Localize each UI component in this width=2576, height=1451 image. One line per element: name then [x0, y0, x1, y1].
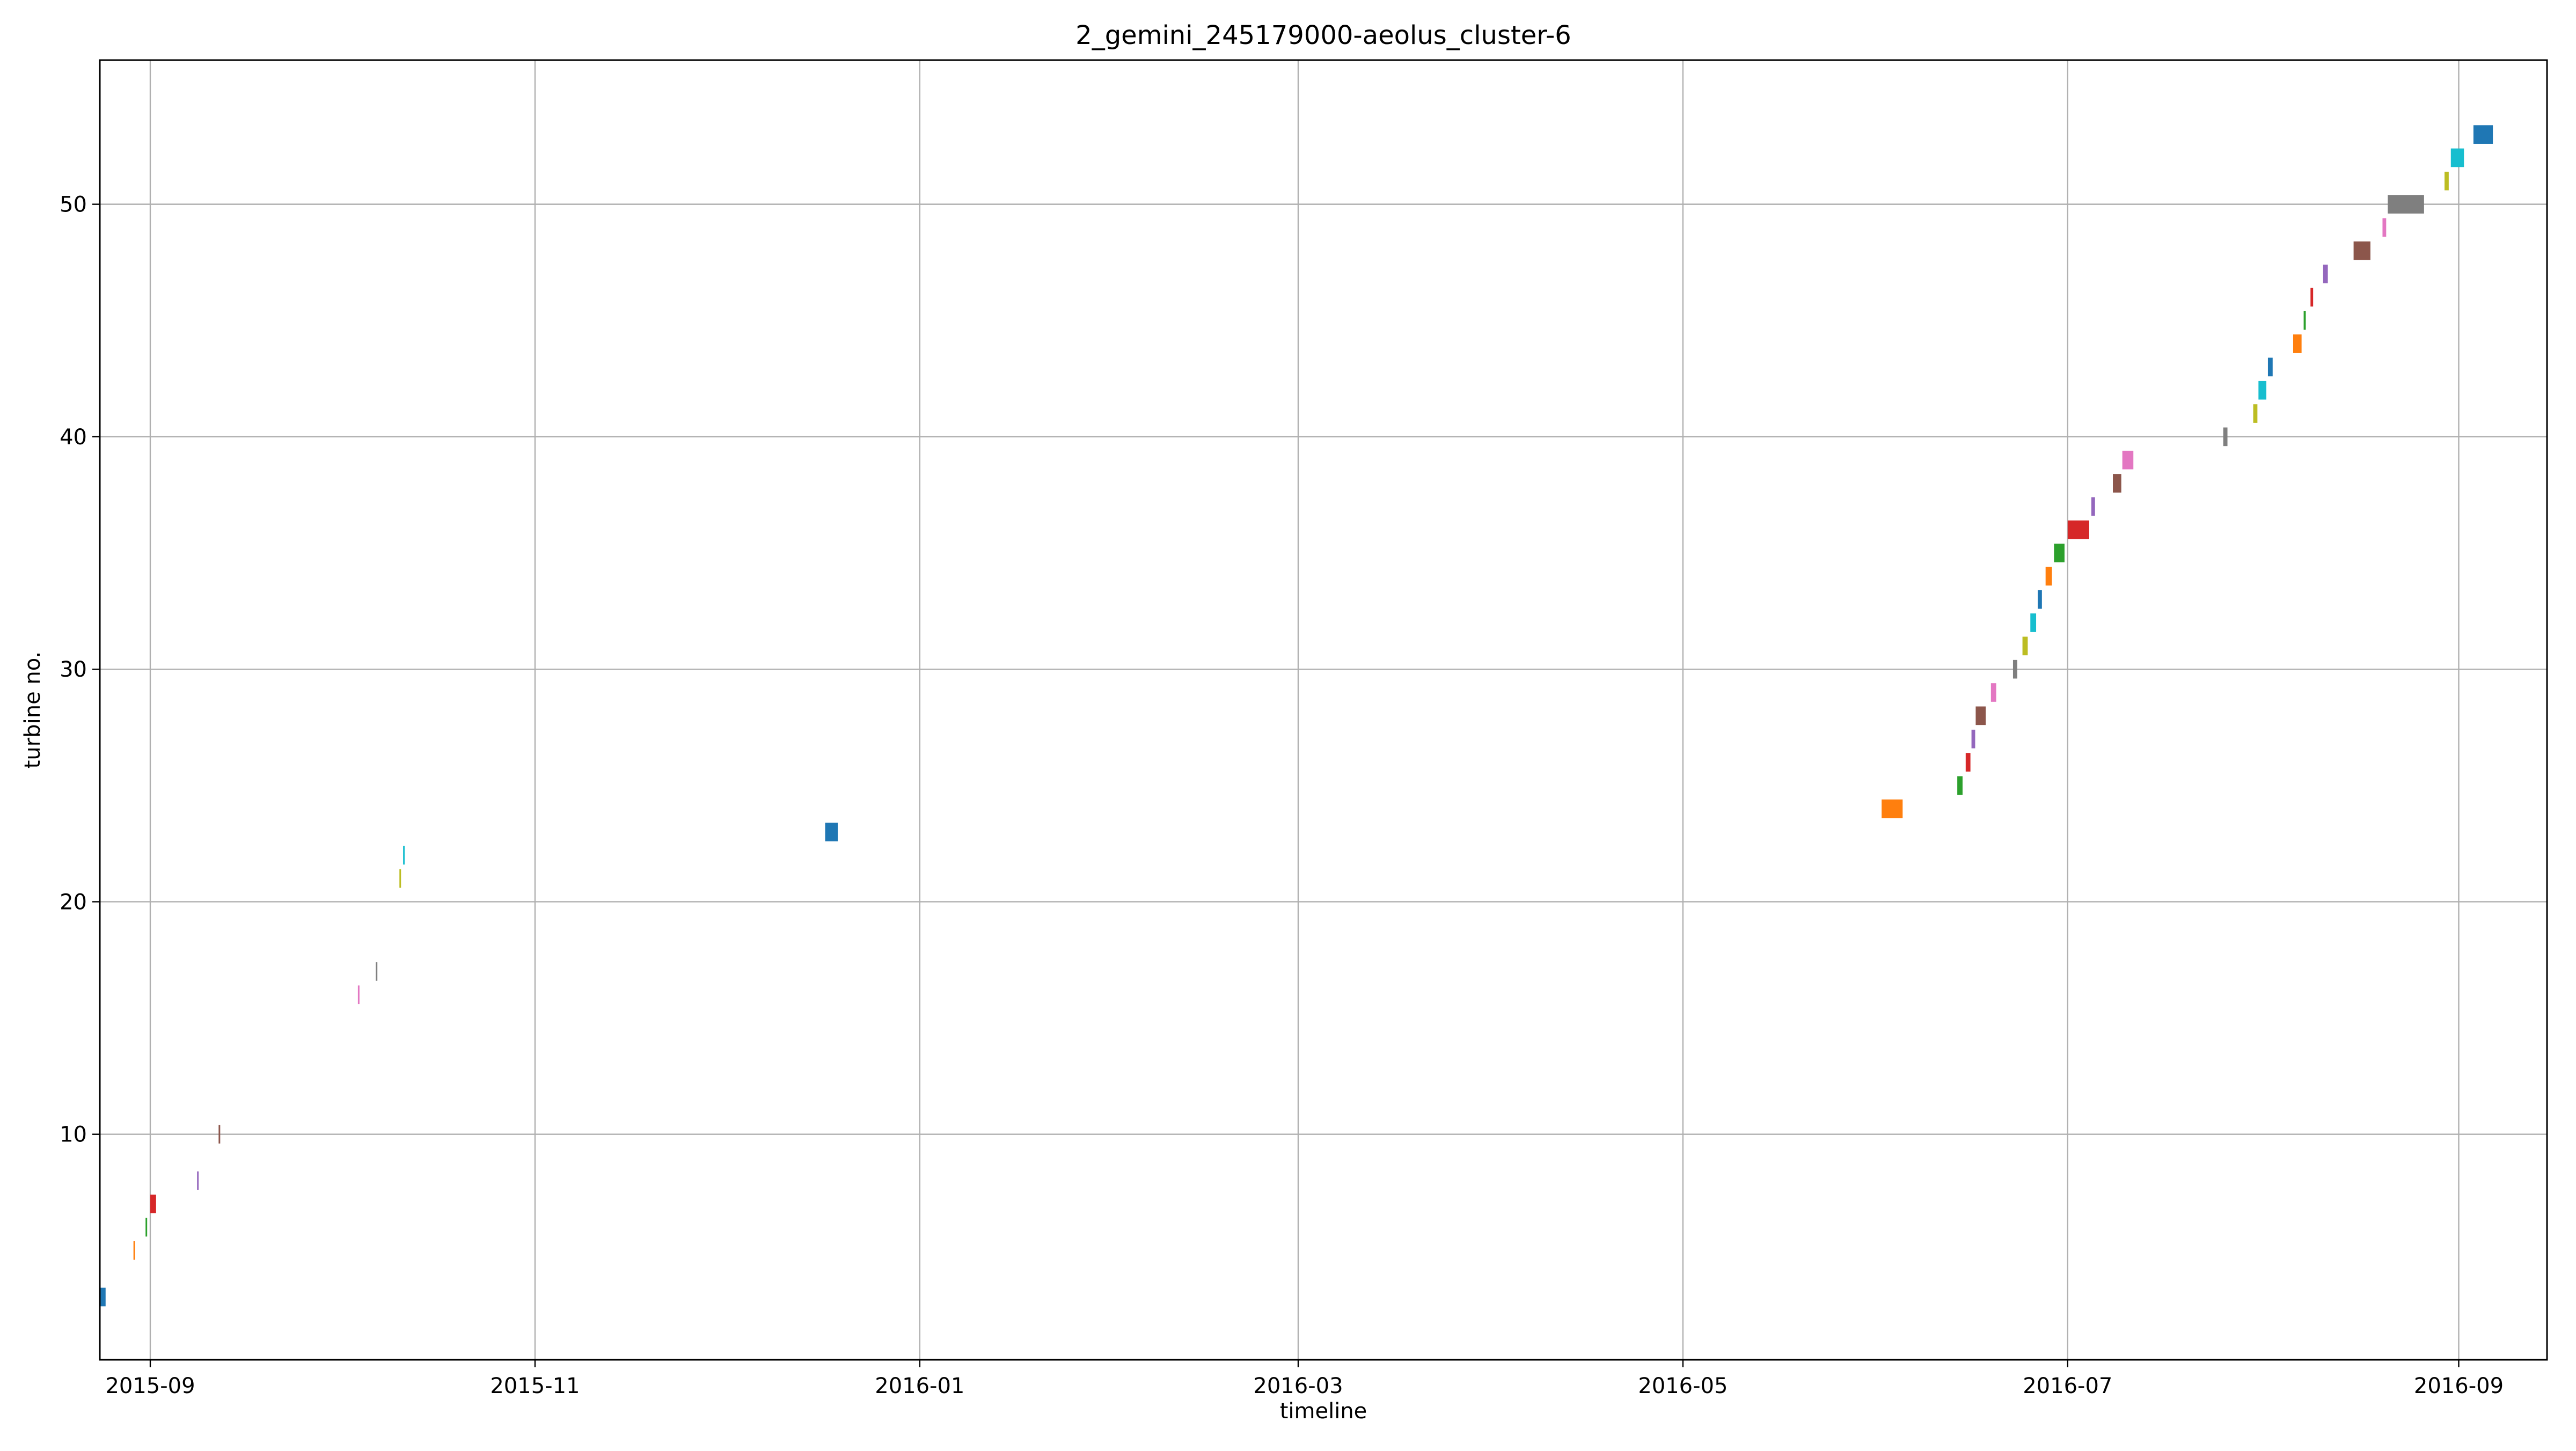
gantt-bar-turbine-50 [2388, 195, 2424, 214]
gantt-bar-turbine-44 [2293, 334, 2302, 353]
gantt-bar-turbine-38 [2113, 474, 2121, 493]
y-tick-label: 50 [60, 193, 87, 217]
gantt-bar-turbine-6 [145, 1218, 148, 1237]
gantt-bar-turbine-39 [2122, 450, 2134, 470]
gantt-bar-turbine-29 [1990, 683, 1996, 702]
gantt-bar-turbine-43 [2267, 357, 2273, 377]
x-tick-label: 2016-09 [2414, 1374, 2504, 1398]
gantt-bar-turbine-51 [2445, 171, 2449, 190]
x-tick-label: 2016-05 [1638, 1374, 1728, 1398]
gantt-bar-turbine-31 [2022, 636, 2028, 656]
gantt-bar-turbine-17 [376, 962, 378, 981]
x-tick-label: 2016-07 [2023, 1374, 2112, 1398]
gantt-bar-turbine-49 [2382, 218, 2387, 237]
chart-title: 2_gemini_245179000-aeolus_cluster-6 [1075, 20, 1571, 50]
gantt-bar-turbine-47 [2323, 265, 2328, 283]
grid-lines [100, 60, 2547, 1360]
x-tick-label: 2015-09 [105, 1374, 195, 1398]
gantt-bar-turbine-52 [2450, 148, 2464, 167]
gantt-bar-turbine-53 [2473, 125, 2493, 144]
gantt-bar-turbine-23 [825, 823, 838, 841]
x-tick-label: 2016-03 [1253, 1374, 1343, 1398]
x-tick-label: 2016-01 [875, 1374, 964, 1398]
gantt-bar-turbine-34 [2045, 567, 2052, 586]
y-axis-label: turbine no. [20, 651, 45, 769]
x-tick-label: 2015-11 [490, 1374, 580, 1398]
gantt-bar-turbine-21 [399, 869, 401, 888]
gantt-bar-turbine-24 [1882, 799, 1903, 818]
gantt-bar-turbine-35 [2054, 544, 2065, 562]
gantt-bar-turbine-37 [2091, 497, 2095, 516]
gantt-bar-turbine-46 [2310, 288, 2314, 307]
y-tick-label: 20 [60, 890, 87, 914]
plot-frame [99, 59, 2548, 1361]
y-tick-label: 30 [60, 657, 87, 682]
gantt-bar-turbine-28 [1975, 706, 1986, 726]
gantt-bar-turbine-3 [100, 1287, 106, 1307]
gantt-bar-turbine-36 [2067, 520, 2089, 539]
y-tick-label: 40 [60, 425, 87, 450]
gantt-bar-turbine-27 [1971, 729, 1975, 749]
gantt-bar-turbine-5 [133, 1241, 135, 1260]
gantt-bar-turbine-42 [2258, 380, 2267, 400]
gantt-bar-turbine-26 [1965, 753, 1971, 772]
gantt-bar-turbine-41 [2253, 404, 2258, 423]
gantt-bars [100, 125, 2493, 1307]
gantt-bar-turbine-30 [2012, 659, 2017, 679]
gantt-bar-turbine-40 [2223, 427, 2228, 446]
gantt-bar-turbine-48 [2353, 241, 2370, 260]
gantt-bar-turbine-45 [2303, 311, 2306, 330]
gantt-bar-turbine-25 [1957, 776, 1963, 795]
axis-ticks: 2015-09 2015-11 2016-01 2016-03 2016-05 2016-… [60, 193, 2504, 1398]
gantt-bar-turbine-10 [218, 1125, 221, 1144]
gantt-bar-turbine-16 [357, 985, 360, 1005]
gantt-bar-turbine-7 [150, 1194, 156, 1214]
gantt-bar-turbine-8 [197, 1171, 199, 1190]
y-tick-label: 10 [60, 1123, 87, 1147]
gantt-bar-turbine-33 [2037, 590, 2042, 609]
gantt-bar-turbine-22 [403, 846, 405, 865]
x-axis-label: timeline [1280, 1399, 1367, 1424]
gantt-bar-turbine-32 [2030, 613, 2037, 632]
